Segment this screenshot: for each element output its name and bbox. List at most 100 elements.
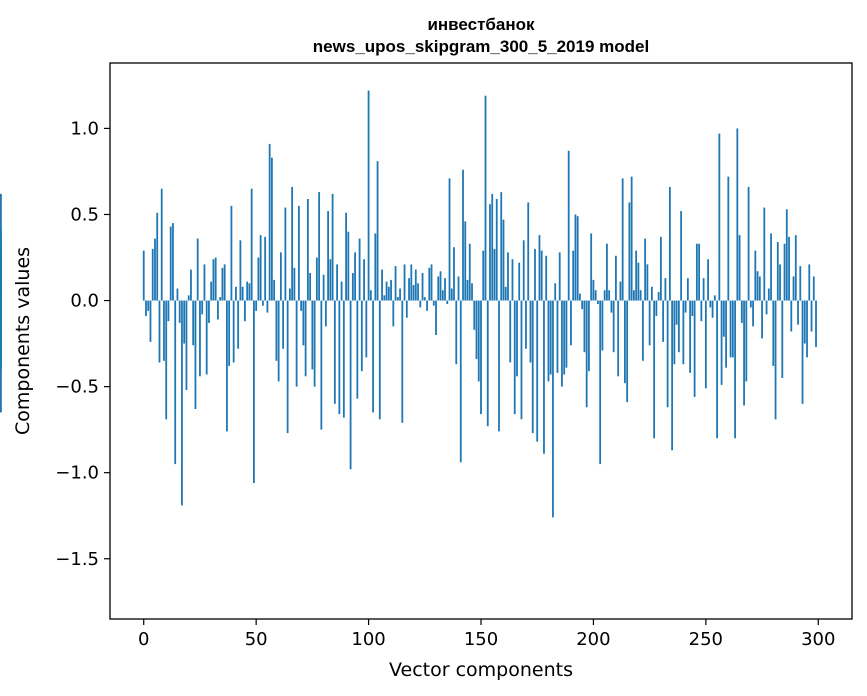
bar-133 (441, 290, 444, 301)
bar-111 (392, 300, 395, 327)
bar-23 (194, 300, 197, 409)
bar-279 (770, 233, 772, 301)
bar-131 (437, 276, 440, 301)
bar-38 (228, 300, 231, 366)
bar-150 (480, 300, 482, 415)
bar-83 (329, 259, 332, 301)
bar-39 (230, 205, 233, 301)
bar-185 (558, 252, 561, 301)
bar-104 (376, 161, 379, 301)
y-axis-ticks: −1.5 −1.0 −0.5 0.0 0.5 1.0 (55, 118, 110, 570)
bar-47 (248, 283, 251, 301)
bar-232 (664, 278, 667, 301)
bar-240 (682, 300, 685, 365)
bar-64 (286, 300, 289, 434)
bar-202 (597, 300, 599, 304)
bar-292 (799, 266, 802, 301)
bar-76 (313, 300, 316, 387)
bar-187 (563, 300, 566, 375)
bar-193 (576, 216, 579, 301)
bar-164 (511, 259, 514, 301)
bar-103 (374, 233, 377, 301)
bar-249 (702, 278, 705, 301)
bar-287 (788, 236, 790, 301)
bar-40 (232, 300, 235, 363)
bar-226 (650, 286, 653, 301)
bar-243 (689, 300, 692, 373)
bar-123 (419, 300, 422, 308)
bar-57 (270, 157, 273, 301)
bar-208 (610, 300, 613, 313)
bar-203 (599, 300, 602, 465)
bar-233 (666, 300, 669, 408)
bar-282 (776, 242, 779, 301)
bar-128 (430, 264, 433, 301)
bar-214 (624, 300, 626, 384)
bar-167 (518, 262, 521, 301)
bar-194 (579, 293, 581, 301)
bar-215 (626, 300, 629, 403)
bar-18 (183, 300, 186, 344)
bar-151 (482, 250, 485, 301)
bar-0 (142, 250, 145, 301)
bar-46 (246, 281, 249, 301)
bar-15 (176, 288, 179, 301)
bar-65 (288, 288, 291, 301)
bar-121 (414, 269, 417, 301)
bar-43 (239, 240, 242, 301)
y-tick-label: 0.0 (70, 291, 99, 312)
bar-172 (529, 300, 532, 363)
bar-168 (520, 300, 523, 420)
bar-143 (464, 221, 467, 301)
bar-198 (588, 300, 590, 372)
bar-127 (428, 267, 431, 301)
bar-144 (466, 279, 469, 301)
bar-107 (383, 295, 386, 301)
bar-201 (594, 290, 597, 301)
bar-271 (752, 300, 754, 327)
bar-30 (210, 281, 213, 301)
bar-91 (347, 231, 350, 301)
bar-68 (295, 300, 298, 387)
bar-261 (729, 300, 732, 358)
bar-166 (516, 300, 518, 377)
bar-285 (783, 243, 786, 301)
bar-77 (315, 257, 318, 301)
bar-13 (172, 223, 174, 301)
bar-175 (536, 300, 539, 442)
bar-101 (369, 290, 372, 301)
bar-157 (495, 198, 498, 301)
bar-125 (423, 297, 426, 301)
bar-265 (738, 235, 741, 301)
bar-228 (655, 300, 658, 317)
bar-60 (277, 300, 280, 382)
bar-196 (583, 300, 586, 353)
bar-227 (653, 300, 656, 439)
bar-71 (302, 300, 305, 346)
bar-246 (695, 243, 698, 301)
bar-204 (601, 300, 604, 351)
bar-195 (581, 300, 584, 310)
bar-294 (803, 300, 806, 344)
bar-67 (293, 267, 296, 301)
bar-181 (549, 300, 552, 375)
bar-162 (507, 252, 509, 301)
bar-267 (743, 300, 745, 406)
bar-207 (608, 290, 611, 301)
bar-73 (306, 198, 309, 301)
bar-20 (187, 295, 190, 301)
bar-259 (725, 300, 727, 368)
bar-290 (794, 235, 797, 301)
y-tick-label: 1.0 (70, 118, 99, 139)
bar-276 (763, 207, 766, 301)
bar-170 (525, 300, 527, 349)
bar-165 (513, 300, 516, 415)
bar-152 (484, 95, 487, 301)
bar-186 (561, 300, 563, 387)
bar-70 (300, 300, 303, 311)
bar-109 (387, 286, 390, 301)
bar-49 (253, 300, 255, 484)
bar-undefined (0, 300, 2, 370)
bar-19 (185, 300, 188, 391)
